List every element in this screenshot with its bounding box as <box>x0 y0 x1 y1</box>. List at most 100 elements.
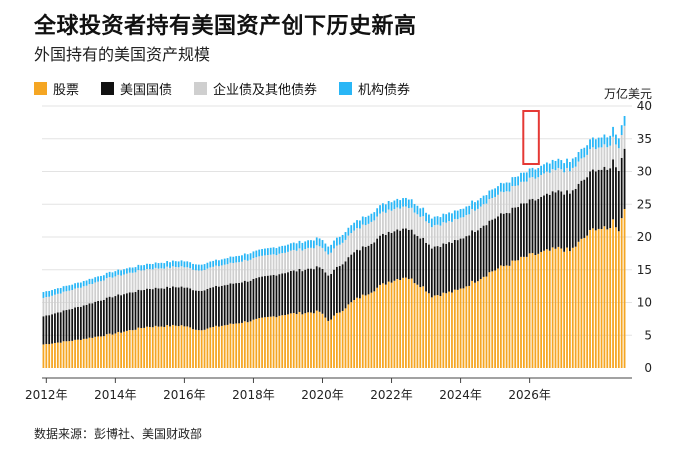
bar-segment <box>511 186 514 208</box>
bar-segment <box>350 302 353 368</box>
bar-segment <box>448 212 450 221</box>
bar-segment <box>264 248 266 256</box>
bar-segment <box>505 265 508 368</box>
bar-segment <box>272 254 275 275</box>
bar-segment <box>192 329 194 368</box>
x-tick-label: 2018年 <box>232 388 275 402</box>
bar-stack <box>241 255 243 368</box>
bar-segment <box>315 310 318 368</box>
bar-segment <box>292 242 295 250</box>
bar-segment <box>284 273 286 316</box>
y-tick-label: 25 <box>637 197 652 211</box>
bar-segment <box>91 337 94 368</box>
bar-segment <box>534 254 537 368</box>
bar-segment <box>543 195 545 251</box>
bar-segment <box>169 262 171 268</box>
bar-segment <box>358 298 361 368</box>
bar-segment <box>563 172 566 195</box>
bar-segment <box>125 273 128 294</box>
bar-stack <box>105 272 108 368</box>
bar-stack <box>456 210 459 368</box>
bar-segment <box>209 261 212 268</box>
bar-segment <box>128 292 131 331</box>
bar-segment <box>456 210 459 220</box>
bar-segment <box>252 251 255 259</box>
highlight-box <box>522 110 540 165</box>
bar-segment <box>416 205 419 215</box>
bar-segment <box>453 210 456 219</box>
bar-segment <box>298 240 301 249</box>
bar-segment <box>548 194 551 251</box>
bar-segment <box>583 179 586 238</box>
bar-segment <box>471 280 473 368</box>
bar-segment <box>335 245 338 267</box>
bar-segment <box>387 209 390 232</box>
bar-segment <box>356 228 358 250</box>
bar-segment <box>292 312 295 368</box>
bar-segment <box>258 249 261 257</box>
bar-segment <box>163 263 166 269</box>
bar-segment <box>609 228 612 368</box>
bar-segment <box>482 276 485 368</box>
bar-segment <box>114 296 117 334</box>
bar-stack <box>68 285 71 368</box>
bar-segment <box>102 299 105 337</box>
bar-segment <box>594 171 597 231</box>
bar-segment <box>278 315 281 368</box>
bar-segment <box>327 320 330 368</box>
bar-segment <box>206 262 209 269</box>
bar-segment <box>289 270 292 314</box>
bar-segment <box>623 148 626 210</box>
bar-stack <box>157 263 160 368</box>
bar-segment <box>223 258 226 265</box>
bar-segment <box>479 227 482 280</box>
bar-stack <box>459 209 462 368</box>
bar-segment <box>367 294 370 368</box>
bar-segment <box>123 269 125 275</box>
legend-swatch-agency <box>339 82 353 95</box>
bar-segment <box>157 326 160 368</box>
bar-segment <box>264 276 266 318</box>
bar-segment <box>448 220 450 243</box>
bar-stack <box>252 251 255 368</box>
bar-stack <box>335 237 338 368</box>
bar-segment <box>269 316 272 368</box>
bar-segment <box>48 290 51 297</box>
bar-segment <box>497 186 499 195</box>
bar-segment <box>531 198 534 254</box>
bar-stack <box>379 205 381 368</box>
bar-segment <box>399 208 402 231</box>
bar-segment <box>566 190 568 248</box>
bar-segment <box>192 263 194 270</box>
bar-stack <box>295 243 298 368</box>
bar-segment <box>341 264 344 311</box>
bar-segment <box>540 196 543 252</box>
bar-segment <box>206 268 209 289</box>
bar-segment <box>361 246 364 295</box>
bar-segment <box>160 268 163 289</box>
bar-segment <box>445 243 448 294</box>
bar-segment <box>453 289 456 368</box>
bar-segment <box>105 334 108 368</box>
bar-segment <box>511 260 514 368</box>
bar-stack <box>620 125 623 368</box>
bar-stack <box>180 260 183 368</box>
bar-segment <box>384 235 387 285</box>
bar-segment <box>140 270 143 291</box>
bar-stack <box>566 158 568 368</box>
bar-segment <box>502 183 505 193</box>
bar-stack <box>243 253 246 368</box>
bar-segment <box>499 265 502 368</box>
bar-stack <box>203 264 206 368</box>
bar-stack <box>128 267 131 368</box>
bar-segment <box>557 167 560 191</box>
bar-segment <box>384 284 387 368</box>
bar-segment <box>62 291 65 311</box>
bar-segment <box>514 176 517 186</box>
bar-segment <box>160 262 163 269</box>
bar-segment <box>617 138 620 149</box>
bar-segment <box>387 281 390 368</box>
bar-segment <box>241 282 243 323</box>
bar-segment <box>177 261 180 268</box>
bar-segment <box>238 262 240 283</box>
